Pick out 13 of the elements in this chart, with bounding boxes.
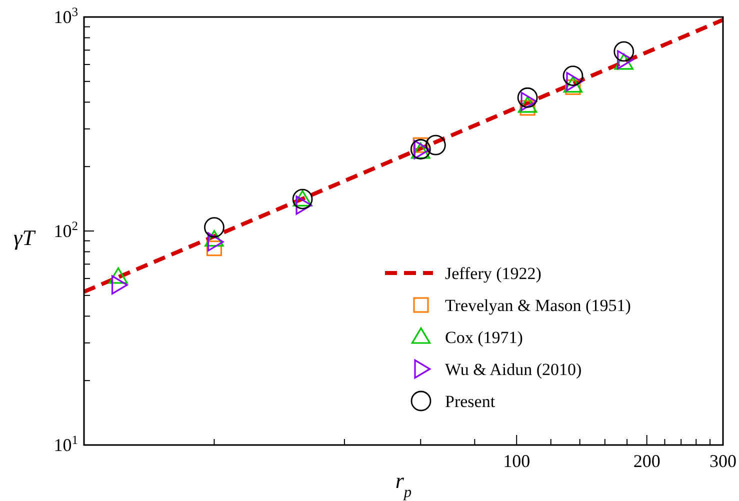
legend-label: Wu & Aidun (2010) [445, 360, 582, 379]
x-axis-title: r$_{p}$ [395, 468, 412, 500]
x-tick-label: 100 [503, 451, 530, 471]
x-tick-label: 200 [633, 451, 660, 471]
y-tick-label: 10$^{3}$ [54, 5, 78, 27]
legend-label: Trevelyan & Mason (1951) [445, 296, 631, 315]
y-axis-title: γT [14, 225, 36, 250]
legend-label: Present [445, 392, 496, 411]
x-tick-label: 300 [710, 451, 736, 471]
y-tick-label: 10$^{1}$ [54, 433, 78, 455]
legend-label: Jeffery (1922) [445, 264, 542, 283]
legend-label: Cox (1971) [445, 328, 523, 347]
y-tick-label: 10$^{2}$ [54, 219, 78, 241]
